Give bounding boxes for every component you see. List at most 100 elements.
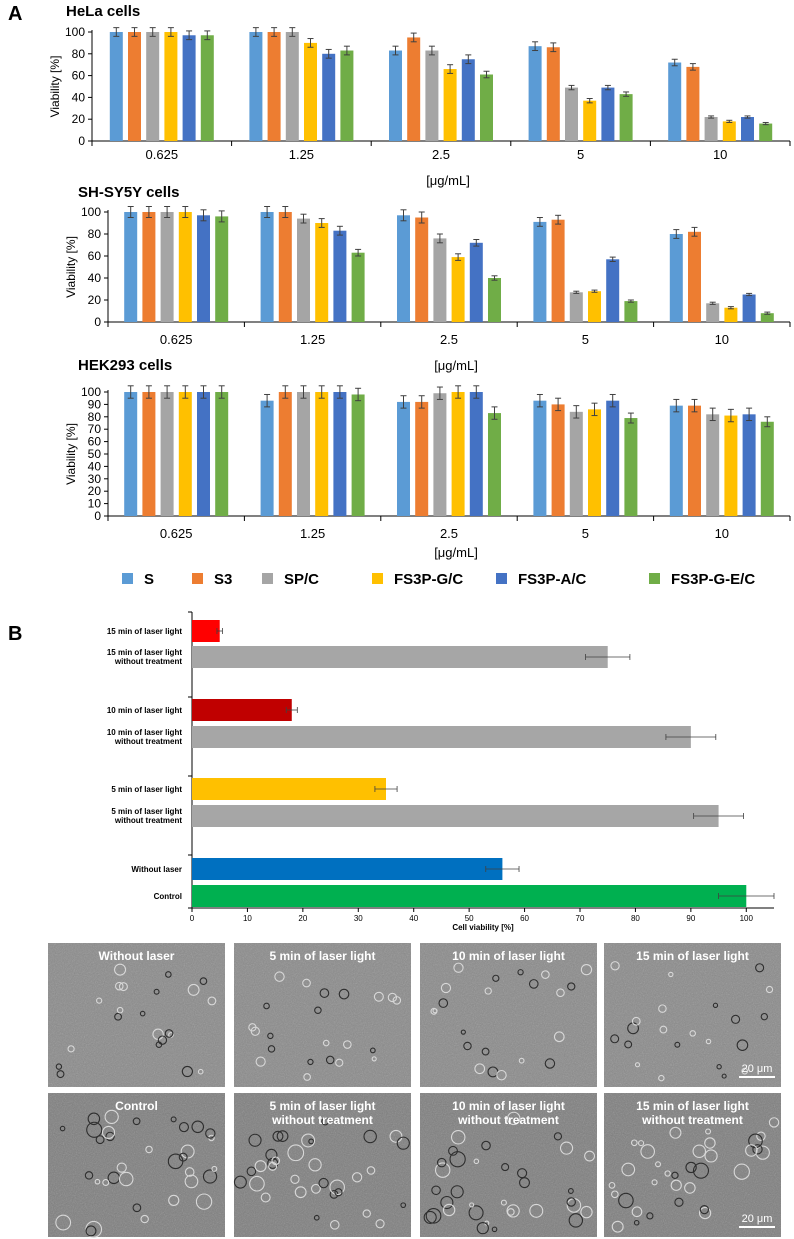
y-tick-label: 100 <box>81 205 101 219</box>
cell-shape <box>699 1204 709 1215</box>
cell-shape <box>658 1074 665 1082</box>
cell-shape <box>87 1112 101 1126</box>
micrograph-panel: 15 min of laser light without treatment <box>604 1093 781 1237</box>
cell-shape <box>373 991 384 1002</box>
bar-s3 <box>142 212 156 322</box>
cell-shape <box>308 1138 315 1145</box>
cell-shape <box>721 1073 727 1079</box>
x-tick-label: 1.25 <box>289 147 314 162</box>
cell-shape <box>756 1131 766 1141</box>
cell-shape <box>254 1160 267 1173</box>
cell-shape <box>329 1220 340 1230</box>
x-tick-label: 50 <box>465 914 474 923</box>
cell-shape <box>343 1040 352 1049</box>
cell-shape <box>674 1197 684 1207</box>
bar-sp-c <box>569 411 583 516</box>
cell-shape <box>669 1126 682 1139</box>
cell-shape <box>392 996 402 1005</box>
cell-shape <box>168 1194 180 1206</box>
x-tick-label: 40 <box>409 914 418 923</box>
bar-label-line: 5 min of laser light <box>111 785 182 794</box>
micrograph-label: 10 min of laser light without treatment <box>452 1099 565 1127</box>
x-tick-label: 90 <box>686 914 695 923</box>
cell-shape <box>94 1178 101 1185</box>
bar <box>192 885 747 907</box>
cell-shape <box>618 1192 634 1209</box>
cell-shape <box>114 981 124 991</box>
cell-shape <box>55 1063 63 1070</box>
micrograph-texture <box>234 943 411 1087</box>
micrograph-grid: Without laser 5 min of laser light 10 min … <box>48 943 781 1238</box>
cell-shape <box>506 1204 520 1218</box>
bar-sp-c <box>425 50 439 141</box>
cell-shape <box>664 1170 671 1177</box>
x-tick-label: 5 <box>582 526 589 541</box>
micrograph-label: 5 min of laser light without treatment <box>269 1099 375 1127</box>
bar-fs3p-a-c <box>469 392 483 516</box>
legend-swatch <box>496 573 507 584</box>
cell-shape <box>276 1130 289 1142</box>
cell-shape <box>733 1163 750 1180</box>
y-tick-label: 100 <box>65 25 85 39</box>
bar-sp-c <box>706 303 720 322</box>
cell-shape <box>267 1045 276 1053</box>
cell-shape <box>474 1063 486 1075</box>
bar-label: 5 min of laser light <box>111 785 182 794</box>
bar-fs3p-g-e-c <box>619 94 633 141</box>
cell-shape <box>492 974 500 982</box>
cell-shape <box>338 988 350 1000</box>
cell-shape <box>362 1209 371 1218</box>
y-tick-label: 0 <box>94 509 101 523</box>
bar-s <box>389 50 402 141</box>
cell-shape <box>436 1157 447 1168</box>
cell-shape <box>705 1128 712 1135</box>
x-tick-label: 0.625 <box>146 147 179 162</box>
cell-shape <box>631 1016 641 1026</box>
cell-shape <box>56 1070 65 1079</box>
bar-s <box>249 32 263 141</box>
cell-shape <box>611 1220 624 1233</box>
cell-shape <box>313 1214 320 1221</box>
x-tick-label: 2.5 <box>440 526 458 541</box>
bar-fs3p-g-e-c <box>340 50 354 141</box>
cell-shape <box>86 1121 103 1138</box>
micrograph-label-line: Control <box>115 1099 158 1113</box>
cell-shape <box>114 963 127 976</box>
cell-shape <box>96 997 103 1004</box>
cell-shape <box>638 1140 645 1147</box>
cell-shape <box>684 1182 696 1194</box>
cell-shape <box>440 982 452 994</box>
bar-sp-c <box>433 238 447 322</box>
bar-s3 <box>551 404 565 516</box>
cell-shape <box>140 1214 149 1224</box>
bar-s <box>533 221 547 322</box>
cell-shape <box>651 1179 658 1186</box>
bar-s3 <box>688 405 701 516</box>
cell-shape <box>85 1225 97 1237</box>
cell-shape <box>671 1171 679 1179</box>
bar-fs3p-g-c <box>583 100 597 141</box>
bar-s <box>397 215 410 322</box>
bar-fs3p-g-e-c <box>488 278 501 322</box>
cell-shape <box>611 1190 619 1199</box>
cell-shape <box>267 1032 274 1040</box>
x-tick-label: 10 <box>713 147 727 162</box>
bar <box>192 620 220 642</box>
cell-shape <box>180 1144 195 1159</box>
cell-shape <box>567 982 576 991</box>
cell-shape <box>84 1171 94 1180</box>
bar <box>192 805 719 827</box>
x-tick-label: 1.25 <box>300 526 325 541</box>
bar-s3 <box>128 32 141 141</box>
bar-fs3p-g-e-c <box>488 413 501 516</box>
cell-shape <box>434 1162 451 1178</box>
legend-swatch <box>372 573 383 584</box>
y-tick-label: 30 <box>88 472 102 486</box>
bar-fs3p-g-c <box>178 212 192 322</box>
bar-sp-c <box>160 212 174 322</box>
y-axis-label: Viability [%] <box>64 236 78 298</box>
y-tick-label: 20 <box>88 484 102 498</box>
cell-shape <box>752 1144 763 1155</box>
bar-fs3p-g-c <box>451 257 465 322</box>
cell-shape <box>556 988 565 998</box>
